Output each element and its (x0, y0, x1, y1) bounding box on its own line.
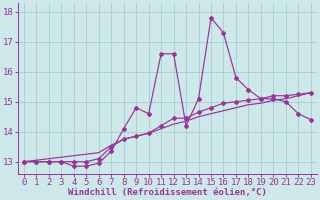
X-axis label: Windchill (Refroidissement éolien,°C): Windchill (Refroidissement éolien,°C) (68, 188, 267, 197)
